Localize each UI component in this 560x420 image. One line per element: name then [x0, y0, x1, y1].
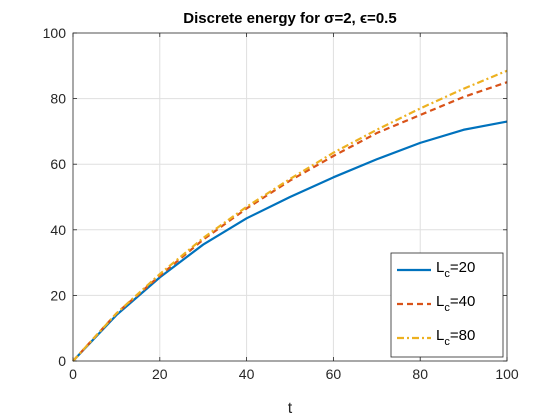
x-tick-label: 100: [495, 366, 519, 382]
x-tick-label: 80: [412, 366, 428, 382]
axes-box: [72, 32, 508, 362]
y-tick-label: 60: [50, 156, 66, 172]
legend-label-1: Lc=20: [436, 259, 475, 280]
x-tick-labels: 0 20 40 60 80 100: [69, 366, 519, 382]
x-tick-label: 20: [152, 366, 168, 382]
series-line-1: [72, 120, 508, 362]
x-tick-label: 0: [69, 366, 77, 382]
legend: Lc=20 Lc=40 Lc=80: [390, 252, 504, 358]
y-tick-label: 0: [58, 353, 66, 369]
y-tick-labels: 0 20 40 60 80 100: [43, 25, 67, 369]
series-layer: [72, 69, 508, 362]
tick-marks: [72, 32, 508, 362]
y-tick-label: 100: [43, 25, 67, 41]
y-tick-label: 80: [50, 91, 66, 107]
chart-title: Discrete energy for σ=2, ϵ=0.5: [183, 10, 396, 27]
grid-lines: [73, 33, 507, 361]
legend-label-2: Lc=40: [436, 293, 475, 314]
series-line-2: [72, 81, 508, 362]
x-tick-label: 40: [239, 366, 255, 382]
x-axis-label: t: [288, 400, 293, 417]
x-tick-label: 60: [326, 366, 342, 382]
y-tick-label: 40: [50, 222, 66, 238]
y-tick-label: 20: [50, 287, 66, 303]
legend-label-3: Lc=80: [436, 327, 475, 348]
